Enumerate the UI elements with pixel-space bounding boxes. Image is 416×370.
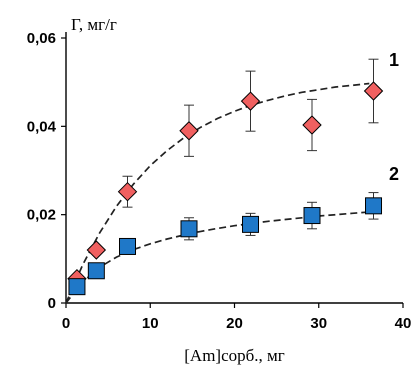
x-tick-label: 20 xyxy=(226,315,243,332)
x-tick-label: 10 xyxy=(142,315,159,332)
y-tick-label: 0,06 xyxy=(27,30,56,47)
data-point-series-1 xyxy=(86,240,107,260)
data-point-series-2 xyxy=(87,262,105,280)
data-point-series-2 xyxy=(303,207,321,225)
x-tick-label: 40 xyxy=(395,315,412,332)
data-point-series-1 xyxy=(179,121,199,141)
data-point-series-1 xyxy=(117,181,138,202)
data-point-series-2 xyxy=(242,215,260,233)
data-point-series-2 xyxy=(68,278,86,296)
x-axis-label: [Am]сорб., мг xyxy=(184,346,285,365)
labels: Г, мг/г [Am]сорб., мг 1 2 xyxy=(71,15,399,365)
data-points xyxy=(67,81,384,296)
axes: 0 0,02 0,04 0,06 0 10 20 30 40 xyxy=(27,30,412,332)
y-axis-label: Г, мг/г xyxy=(71,15,117,34)
x-tick-label: 30 xyxy=(310,315,327,332)
data-point-series-2 xyxy=(119,237,137,255)
data-point-series-1 xyxy=(363,81,384,101)
y-tick-label: 0 xyxy=(48,295,56,312)
y-tick-label: 0,02 xyxy=(27,207,56,224)
data-point-series-1 xyxy=(302,115,322,135)
y-tick-label: 0,04 xyxy=(27,118,57,135)
data-point-series-2 xyxy=(180,220,198,238)
data-point-series-2 xyxy=(365,197,383,215)
fit-curve-series-2 xyxy=(65,211,370,304)
x-tick-label: 0 xyxy=(62,315,70,332)
series-label-2: 2 xyxy=(389,164,399,184)
data-point-series-1 xyxy=(240,91,261,111)
fit-curve-series-1 xyxy=(65,82,370,304)
error-bars xyxy=(122,58,379,241)
series-label-1: 1 xyxy=(389,50,399,70)
fit-curves xyxy=(65,82,370,304)
